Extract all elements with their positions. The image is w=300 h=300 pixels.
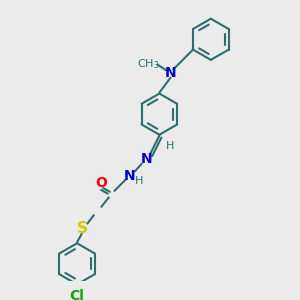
Text: H: H xyxy=(166,141,174,151)
Text: CH$_3$: CH$_3$ xyxy=(137,57,159,70)
Text: H: H xyxy=(135,176,143,186)
Text: O: O xyxy=(95,176,107,190)
Text: N: N xyxy=(140,152,152,166)
Text: Cl: Cl xyxy=(70,289,85,300)
Text: S: S xyxy=(77,221,88,236)
Text: N: N xyxy=(165,66,176,80)
Text: N: N xyxy=(124,169,135,183)
